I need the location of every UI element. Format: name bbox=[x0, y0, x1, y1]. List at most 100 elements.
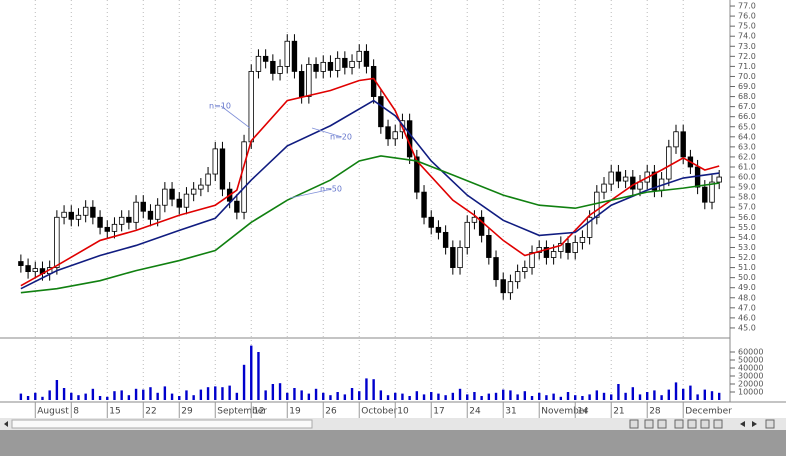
y-tick-label: 50.0 bbox=[738, 273, 756, 282]
annotation: n=50 bbox=[320, 185, 342, 194]
volume-bar bbox=[523, 391, 527, 400]
volume-bar bbox=[674, 382, 678, 400]
y-tick-label: 46.0 bbox=[738, 313, 756, 322]
candle-body bbox=[673, 131, 679, 148]
x-tick-label: August bbox=[37, 407, 69, 417]
volume-bar bbox=[26, 396, 30, 400]
y-tick-label: 63.0 bbox=[738, 142, 756, 151]
candle-body bbox=[270, 60, 276, 74]
button[interactable] bbox=[752, 421, 757, 427]
button[interactable] bbox=[674, 419, 684, 429]
ma-line bbox=[20, 155, 720, 294]
candle-body bbox=[262, 55, 269, 62]
y-tick-label: 75.0 bbox=[738, 22, 756, 31]
volume-bar bbox=[271, 384, 275, 400]
volume-bar bbox=[559, 396, 563, 400]
volume-bar bbox=[638, 394, 642, 400]
y-tick-label: 51.0 bbox=[738, 263, 756, 272]
volume-bar bbox=[422, 394, 426, 400]
volume-bar bbox=[466, 394, 469, 400]
candle-body bbox=[104, 226, 110, 232]
volume-bar bbox=[170, 393, 174, 400]
annotation: n=20 bbox=[330, 133, 352, 142]
candle-body bbox=[716, 176, 722, 183]
volume-bar bbox=[62, 388, 66, 400]
candle-body bbox=[702, 186, 708, 203]
toolbar bbox=[629, 419, 775, 429]
volume-bar bbox=[624, 392, 627, 400]
volume-bar bbox=[322, 392, 325, 400]
volume-bar bbox=[682, 388, 685, 400]
volume-bar bbox=[710, 391, 714, 400]
volume-bar bbox=[55, 380, 59, 400]
y-tick-label: 50000 bbox=[738, 356, 763, 365]
volume-bar bbox=[98, 396, 102, 400]
candle-body bbox=[313, 63, 319, 72]
volume-bar bbox=[242, 364, 246, 400]
volume-bar bbox=[214, 386, 217, 400]
volume-bar bbox=[444, 395, 447, 400]
x-tick-label: September bbox=[217, 407, 267, 417]
candle-body bbox=[32, 268, 38, 273]
candle-body bbox=[154, 204, 161, 220]
candle-body bbox=[320, 61, 326, 72]
scroll-left[interactable] bbox=[4, 421, 8, 427]
volume-bar bbox=[84, 393, 87, 400]
candle-body bbox=[18, 261, 24, 266]
y-tick-label: 48.0 bbox=[738, 293, 756, 302]
candle-body bbox=[298, 71, 305, 97]
volume-bar bbox=[286, 392, 289, 400]
candle-body bbox=[666, 146, 672, 180]
scroll-thumb[interactable] bbox=[11, 419, 313, 429]
volume-bar bbox=[718, 392, 721, 400]
volume-bar bbox=[149, 387, 152, 400]
candle-body bbox=[133, 201, 139, 223]
volume-bar bbox=[336, 392, 339, 400]
volume-bar bbox=[48, 390, 51, 400]
volume-bar bbox=[530, 396, 534, 400]
volume-bar bbox=[358, 391, 361, 400]
candle-body bbox=[140, 201, 146, 212]
x-tick-label: 24 bbox=[469, 407, 481, 417]
candle-body bbox=[421, 191, 427, 218]
x-tick-label: 29 bbox=[181, 407, 193, 417]
candle-body bbox=[356, 50, 362, 62]
button[interactable] bbox=[687, 419, 697, 429]
candle-body bbox=[522, 267, 528, 273]
x-tick-label: 8 bbox=[73, 407, 79, 417]
candle-body bbox=[169, 188, 175, 200]
candle-body bbox=[90, 206, 96, 218]
volume-bar bbox=[566, 392, 570, 400]
volume-bar bbox=[178, 396, 181, 400]
candle-body bbox=[565, 243, 571, 253]
volume-bar bbox=[278, 383, 282, 400]
volume-bar bbox=[386, 395, 390, 400]
volume-bar bbox=[631, 387, 635, 400]
candle-body bbox=[543, 247, 550, 258]
annotation-leader bbox=[220, 105, 251, 129]
candle-body bbox=[291, 40, 298, 72]
button[interactable] bbox=[740, 421, 745, 427]
button[interactable] bbox=[700, 419, 710, 429]
button[interactable] bbox=[644, 419, 654, 429]
volume-bar bbox=[401, 393, 404, 400]
y-tick-label: 77.0 bbox=[738, 2, 756, 11]
button[interactable] bbox=[713, 419, 723, 429]
candle-body bbox=[183, 193, 190, 208]
candle-body bbox=[190, 188, 197, 195]
button[interactable] bbox=[629, 419, 639, 429]
y-tick-label: 60000 bbox=[738, 348, 763, 357]
y-tick-label: 40000 bbox=[738, 364, 763, 373]
y-tick-label: 55.0 bbox=[738, 223, 756, 232]
x-tick-label: 12 bbox=[253, 407, 264, 417]
candle-body bbox=[126, 216, 132, 223]
volume-bar bbox=[77, 395, 80, 400]
button[interactable] bbox=[765, 419, 775, 429]
candle-body bbox=[219, 148, 226, 190]
volume-bar bbox=[574, 395, 577, 400]
volume-bar bbox=[545, 395, 548, 400]
button[interactable] bbox=[657, 419, 667, 429]
y-tick-label: 72.0 bbox=[738, 52, 756, 61]
candle-body bbox=[25, 265, 31, 273]
